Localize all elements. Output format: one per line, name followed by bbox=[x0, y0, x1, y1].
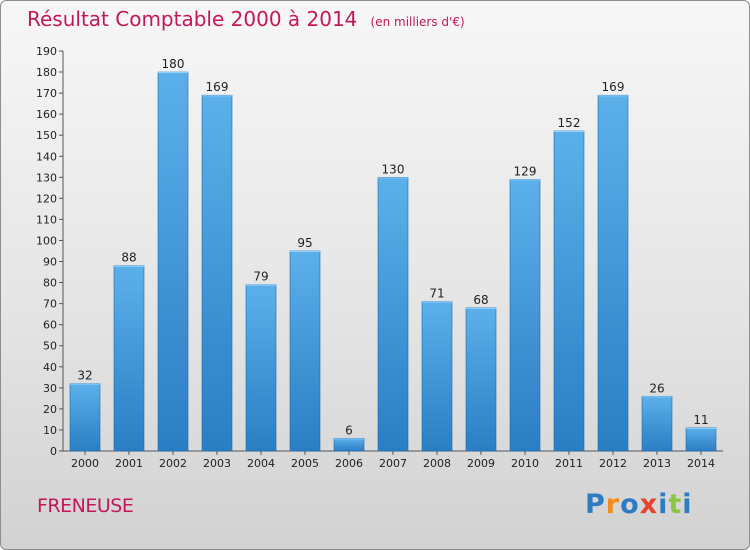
y-tick-label: 130 bbox=[36, 171, 57, 184]
bar bbox=[509, 179, 541, 452]
y-tick-label: 30 bbox=[43, 382, 57, 395]
bar bbox=[421, 301, 453, 452]
y-tick-label: 160 bbox=[36, 108, 57, 121]
bar-value-label: 79 bbox=[253, 270, 268, 284]
bar-value-label: 95 bbox=[297, 236, 312, 250]
y-tick-label: 90 bbox=[43, 256, 57, 269]
bar-value-label: 68 bbox=[473, 293, 488, 307]
y-tick-label: 120 bbox=[36, 192, 57, 205]
bar-value-label: 169 bbox=[602, 80, 625, 94]
location-name: FRENEUSE bbox=[37, 495, 134, 517]
bar-value-label: 26 bbox=[649, 381, 664, 395]
y-tick-label: 50 bbox=[43, 340, 57, 353]
x-tick-label: 2003 bbox=[203, 457, 231, 470]
x-tick-label: 2013 bbox=[643, 457, 671, 470]
y-tick-label: 20 bbox=[43, 403, 57, 416]
y-tick-label: 150 bbox=[36, 129, 57, 142]
bar-value-label: 88 bbox=[121, 251, 136, 265]
chart-title-row: Résultat Comptable 2000 à 2014 (en milli… bbox=[27, 7, 465, 31]
bar bbox=[641, 395, 673, 452]
y-tick-label: 70 bbox=[43, 298, 57, 311]
bar-value-label: 169 bbox=[206, 80, 229, 94]
y-tick-label: 60 bbox=[43, 319, 57, 332]
bar bbox=[69, 383, 101, 452]
bar-value-label: 180 bbox=[162, 57, 185, 71]
x-tick-label: 2011 bbox=[555, 457, 583, 470]
x-tick-label: 2008 bbox=[423, 457, 451, 470]
bar bbox=[113, 265, 145, 452]
bar-value-label: 71 bbox=[429, 287, 444, 301]
bar-value-label: 152 bbox=[558, 116, 581, 130]
logo-letter: t bbox=[668, 489, 683, 520]
x-tick-label: 2007 bbox=[379, 457, 407, 470]
y-tick-label: 100 bbox=[36, 234, 57, 247]
logo-letter: x bbox=[639, 489, 659, 520]
x-tick-label: 2005 bbox=[291, 457, 319, 470]
y-tick-label: 110 bbox=[36, 213, 57, 226]
chart-subtitle: (en milliers d'€) bbox=[370, 15, 465, 29]
bar bbox=[377, 177, 409, 452]
x-tick-label: 2001 bbox=[115, 457, 143, 470]
x-tick-label: 2006 bbox=[335, 457, 363, 470]
logo-letter: i bbox=[658, 489, 669, 520]
bar bbox=[289, 250, 321, 452]
x-tick-label: 2000 bbox=[71, 457, 99, 470]
logo-letter: i bbox=[682, 489, 693, 520]
x-tick-label: 2002 bbox=[159, 457, 187, 470]
y-tick-label: 0 bbox=[50, 445, 57, 458]
y-tick-label: 180 bbox=[36, 66, 57, 79]
logo-letter: o bbox=[620, 489, 640, 520]
bar bbox=[465, 307, 497, 452]
bar bbox=[245, 284, 277, 452]
bar bbox=[685, 427, 717, 452]
x-tick-label: 2010 bbox=[511, 457, 539, 470]
y-tick-label: 140 bbox=[36, 150, 57, 163]
proxiti-logo: Proxiti bbox=[585, 489, 693, 520]
x-tick-label: 2004 bbox=[247, 457, 275, 470]
logo-letter: r bbox=[605, 489, 621, 520]
y-tick-label: 10 bbox=[43, 424, 57, 437]
chart-title: Résultat Comptable 2000 à 2014 bbox=[27, 7, 358, 31]
y-tick-label: 190 bbox=[36, 45, 57, 58]
y-tick-label: 80 bbox=[43, 277, 57, 290]
bar bbox=[597, 94, 629, 452]
bar-value-label: 32 bbox=[77, 369, 92, 383]
bar-value-label: 130 bbox=[382, 162, 405, 176]
bar-value-label: 6 bbox=[345, 423, 353, 437]
bar bbox=[201, 94, 233, 452]
bar bbox=[553, 130, 585, 452]
bar-value-label: 129 bbox=[514, 164, 537, 178]
x-tick-label: 2009 bbox=[467, 457, 495, 470]
bar-value-label: 11 bbox=[693, 413, 708, 427]
y-tick-label: 170 bbox=[36, 87, 57, 100]
bar bbox=[333, 438, 365, 452]
x-tick-label: 2012 bbox=[599, 457, 627, 470]
x-tick-label: 2014 bbox=[687, 457, 715, 470]
logo-letter: P bbox=[585, 489, 606, 520]
bar bbox=[157, 71, 189, 452]
y-tick-label: 40 bbox=[43, 361, 57, 374]
